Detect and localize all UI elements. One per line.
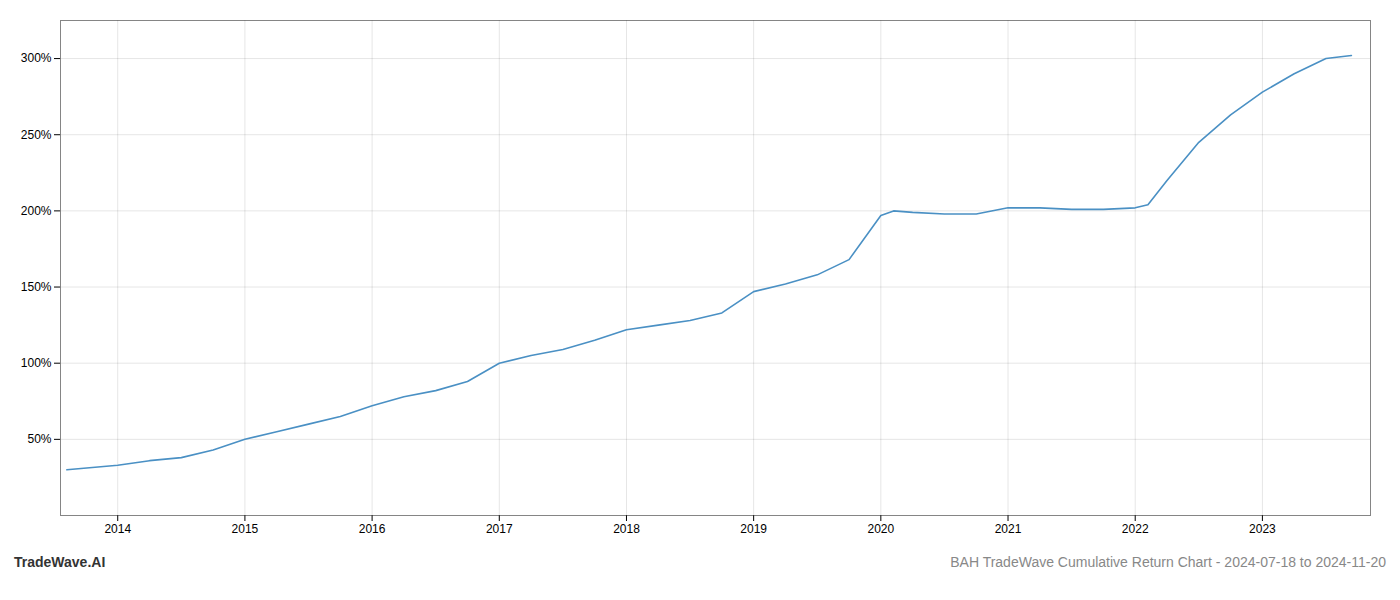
svg-text:50%: 50% xyxy=(27,432,51,446)
svg-text:2022: 2022 xyxy=(1122,522,1149,536)
svg-text:2023: 2023 xyxy=(1249,522,1276,536)
svg-text:200%: 200% xyxy=(21,204,52,218)
svg-text:250%: 250% xyxy=(21,128,52,142)
svg-text:2019: 2019 xyxy=(740,522,767,536)
svg-text:2016: 2016 xyxy=(359,522,386,536)
html-text:TradeWave.AI: TradeWave.AI xyxy=(14,554,106,570)
svg-text:2021: 2021 xyxy=(995,522,1022,536)
svg-text:2018: 2018 xyxy=(613,522,640,536)
svg-text:2020: 2020 xyxy=(867,522,894,536)
html-text:BAH TradeWave Cumulative Retur: BAH TradeWave Cumulative Return Chart - … xyxy=(950,554,1386,570)
svg-text:300%: 300% xyxy=(21,51,52,65)
svg-text:150%: 150% xyxy=(21,280,52,294)
svg-text:2014: 2014 xyxy=(104,522,131,536)
svg-text:2015: 2015 xyxy=(232,522,259,536)
svg-text:100%: 100% xyxy=(21,356,52,370)
svg-text:2017: 2017 xyxy=(486,522,513,536)
